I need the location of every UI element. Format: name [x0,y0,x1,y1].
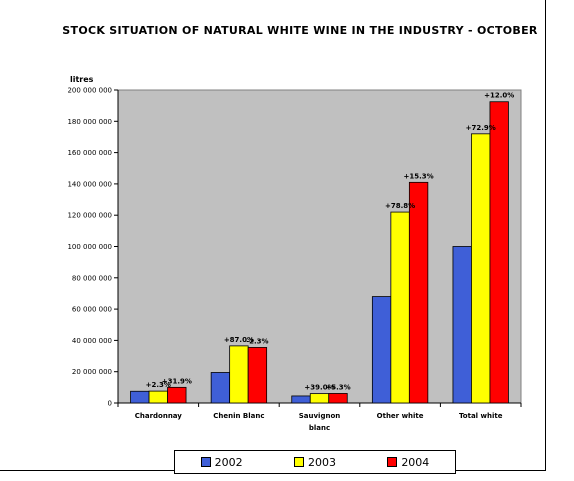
bar-2004-total-white [489,101,509,404]
category-label: Chenin Blanc [213,412,264,420]
legend-item-2002: 2002 [200,455,243,469]
legend-label: 2002 [214,455,243,469]
frame-border-right [545,0,546,470]
category-label: blanc [309,424,330,432]
y-tick-label: 100 000 000 [67,243,112,251]
change-label: +78.8% [385,202,415,210]
category-label: Other white [377,412,424,420]
change-label: +87.0% [224,336,254,344]
legend-item-2004: 2004 [387,456,429,469]
change-label: +31.9% [162,377,192,385]
change-label: +5.3% [325,383,350,391]
bar-2004-sauvignon-blanc [328,393,348,404]
y-tick-label: 40 000 000 [72,337,112,345]
change-label: +72.9% [466,124,496,132]
y-tick-label: 80 000 000 [72,274,112,282]
bar-2002-other-white [371,296,392,404]
bar-2003-total-white [471,133,491,404]
legend-label: 2003 [307,455,336,469]
bar-2004-other-white [408,181,429,404]
bar-2002-total-white [452,246,472,404]
y-tick-label: 0 [108,400,112,408]
legend-label: 2004 [401,455,430,469]
y-tick-label: 140 000 000 [67,180,112,188]
legend-swatch [293,457,304,467]
bar-2003-other-white [390,211,410,404]
bar-2002-chardonnay [130,390,150,404]
legend-swatch [200,457,211,467]
change-label: +2.3% [146,381,171,389]
change-label: -2.3% [246,337,268,345]
bar-2003-sauvignon-blanc [309,393,330,404]
category-label: Sauvignon [299,412,341,420]
bar-2004-chenin-blanc [247,347,268,404]
y-tick-label: 200 000 000 [67,87,112,95]
bar-2002-chenin-blanc [210,372,231,404]
y-tick-label: 180 000 000 [67,118,112,126]
change-label: +39.0% [304,384,334,392]
bar-2003-chardonnay [148,390,168,404]
legend: 2002 2003 2004 [174,450,456,474]
change-label: +12.0% [484,92,514,100]
category-label: Total white [459,412,503,420]
bar-2004-chardonnay [167,386,187,404]
chart-title: STOCK SITUATION OF NATURAL WHITE WINE IN… [62,24,538,37]
y-tick-label: 160 000 000 [67,149,112,157]
bar-2002-sauvignon-blanc [291,395,311,404]
bar-2003-chenin-blanc [229,345,249,404]
y-axis-label: litres [70,75,94,84]
change-label: +15.3% [404,172,434,180]
legend-swatch [387,457,398,467]
y-tick-label: 60 000 000 [72,306,112,314]
y-tick-label: 120 000 000 [67,212,112,220]
category-label: Chardonnay [135,412,183,420]
legend-item-2003: 2003 [293,455,336,469]
y-tick-label: 20 000 000 [72,368,112,376]
